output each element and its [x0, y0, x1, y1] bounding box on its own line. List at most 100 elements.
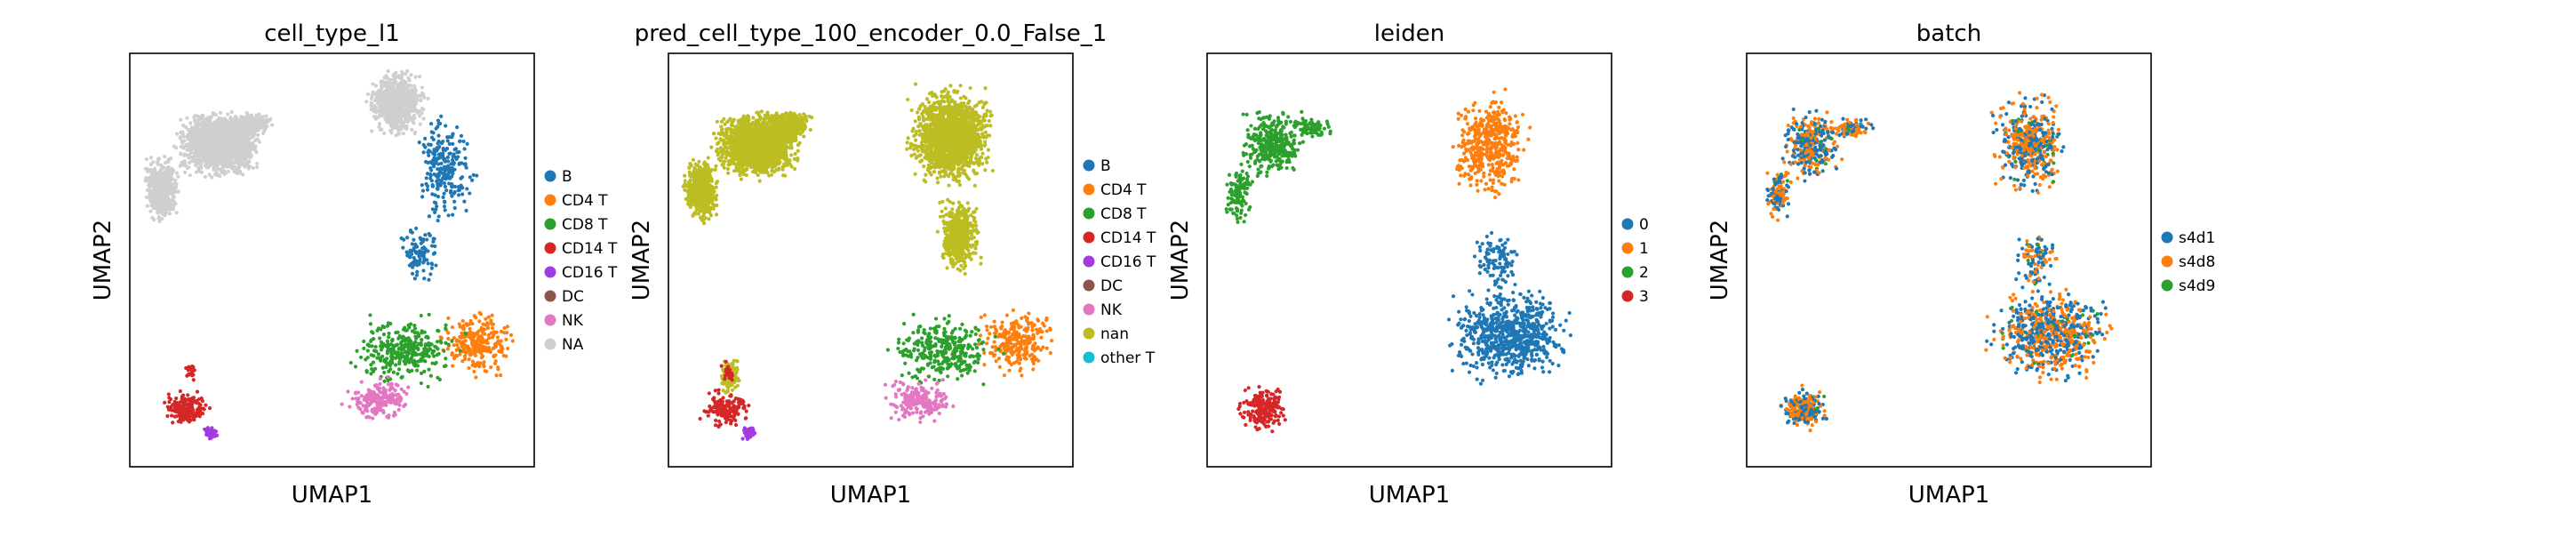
scatter-point [234, 129, 238, 133]
scatter-point [455, 124, 460, 130]
scatter-point [209, 156, 213, 161]
scatter-point [444, 357, 448, 361]
scatter-point [384, 76, 388, 80]
scatter-point [381, 388, 386, 392]
scatter-point [422, 369, 427, 373]
scatter-point [401, 354, 405, 359]
scatter-point [369, 353, 373, 357]
scatter-point [437, 377, 442, 381]
scatter-point [417, 249, 421, 253]
scatter-point [183, 413, 188, 419]
scatter-point [424, 159, 428, 164]
scatter-point [385, 89, 389, 93]
scatter-point [223, 159, 228, 164]
scatter-point [356, 399, 360, 405]
scatter-point [416, 359, 421, 364]
scatter-point [405, 108, 411, 113]
scatter-point [190, 155, 195, 160]
scatter-point [184, 142, 189, 147]
scatter-point [391, 370, 396, 374]
scatter-point [264, 114, 268, 118]
scatter-point [386, 106, 390, 110]
scatter-point [406, 385, 411, 389]
scatter-point [448, 190, 453, 195]
scatter-point [426, 335, 430, 341]
scatter-point [397, 357, 403, 361]
scatter-point [436, 172, 441, 176]
scatter-point [373, 366, 378, 371]
scatter-point [203, 174, 207, 180]
scatter-point [228, 127, 233, 132]
scatter-point [464, 208, 468, 212]
scatter-point [428, 168, 434, 172]
scatter-point [382, 92, 387, 97]
scatter-point [232, 150, 236, 156]
scatter-point [417, 93, 422, 98]
scatter-point [195, 123, 199, 127]
scatter-point [174, 396, 179, 401]
scatter-point [420, 246, 425, 251]
scatter-point [367, 395, 372, 400]
scatter-point [418, 257, 422, 261]
scatter-point [213, 145, 218, 149]
scatter-point [421, 268, 426, 273]
scatter-point [391, 98, 396, 102]
scatter-point [445, 139, 450, 143]
scatter-point [428, 176, 433, 180]
scatter-point [428, 233, 432, 237]
scatter-point [375, 94, 380, 100]
scatter-point [235, 148, 239, 152]
scatter-point [484, 349, 488, 353]
scatter-point [247, 125, 252, 130]
scatter-point [393, 401, 397, 405]
scatter-point [433, 152, 437, 157]
scatter-point [444, 364, 448, 368]
scatter-point [480, 336, 484, 341]
scatter-point [485, 325, 490, 331]
scatter-point [452, 355, 457, 359]
scatter-point [172, 144, 177, 148]
scatter-point [427, 153, 431, 158]
scatter-point [446, 213, 451, 218]
scatter-point [382, 101, 387, 106]
scatter-point [436, 152, 442, 156]
scatter-point [428, 373, 433, 378]
scatter-point [346, 389, 350, 394]
scatter-point [456, 155, 460, 159]
scatter-point [156, 215, 162, 220]
scatter-point [386, 101, 390, 107]
scatter-point [156, 195, 162, 199]
scatter-point [147, 176, 151, 180]
scatter-point [200, 412, 205, 416]
scatter-point [396, 132, 401, 136]
scatter-point [243, 164, 247, 169]
scatter-point [378, 336, 382, 341]
scatter-point [446, 336, 451, 341]
scatter-point [476, 329, 482, 333]
scatter-point [418, 236, 422, 240]
scatter-point [364, 368, 369, 373]
scatter-point [470, 359, 476, 364]
scatter-point [504, 354, 508, 358]
scatter-point [421, 92, 426, 97]
scatter-point [214, 433, 219, 438]
scatter-point [426, 249, 430, 253]
scatter-point [217, 148, 221, 153]
scatter-point [476, 333, 480, 337]
scatter-point [506, 346, 510, 351]
scatter-point [168, 405, 173, 409]
legend-label: CD8 T [562, 216, 608, 234]
scatter-point [370, 367, 374, 372]
scatter-point [252, 117, 256, 122]
scatter-point [212, 172, 218, 177]
scatter-point [443, 200, 447, 204]
scatter-point [452, 199, 457, 204]
scatter-point [394, 116, 398, 120]
scatter-point [406, 76, 411, 80]
scatter-point [381, 402, 386, 406]
scatter-point [228, 160, 233, 164]
scatter-point [350, 397, 355, 401]
scatter-point [353, 391, 358, 396]
scatter-point [424, 181, 428, 186]
